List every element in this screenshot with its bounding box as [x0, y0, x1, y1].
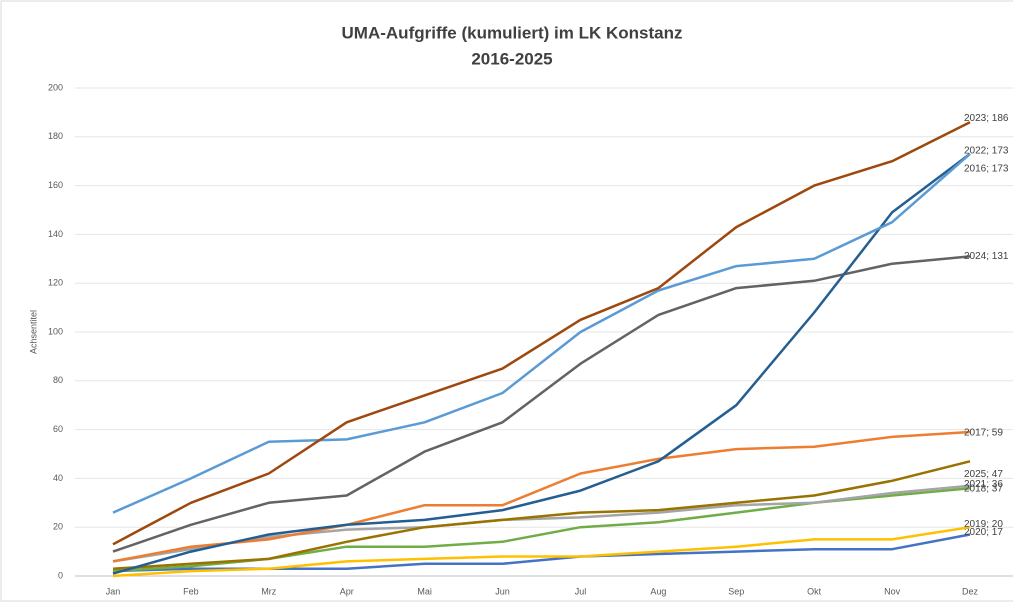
line-series: [112, 525, 971, 578]
end-label: 2023; 186: [964, 113, 1009, 124]
end-label: 2020; 17: [964, 527, 1003, 538]
y-tick-label: 80: [53, 375, 63, 385]
chart-title: UMA-Aufgriffe (kumuliert) im LK Konstanz: [342, 23, 683, 42]
end-label: 2021; 36: [964, 479, 1003, 490]
y-tick-label: 40: [53, 473, 63, 483]
x-tick-label: Jan: [106, 586, 121, 596]
x-tick-label: Sep: [728, 586, 744, 596]
line-series: [112, 484, 971, 563]
y-tick-label: 160: [48, 180, 63, 190]
line-series: [112, 152, 971, 514]
y-tick-label: 100: [48, 326, 63, 336]
line-series: [112, 460, 971, 570]
line-series: [112, 430, 971, 563]
line-series: [112, 152, 971, 575]
x-tick-label: Mrz: [261, 586, 276, 596]
y-axis-title: Achsentitel: [28, 310, 38, 354]
y-tick-label: 0: [58, 570, 63, 580]
line-series: [112, 255, 971, 553]
y-tick-label: 200: [48, 82, 63, 92]
end-label: 2024; 131: [964, 251, 1009, 262]
y-tick-label: 20: [53, 522, 63, 532]
x-tick-label: Aug: [650, 586, 666, 596]
end-label: 2022; 173: [964, 146, 1009, 157]
x-tick-label: Jun: [495, 586, 510, 596]
x-tick-label: Mai: [417, 586, 432, 596]
y-tick-label: 120: [48, 278, 63, 288]
x-tick-label: Feb: [183, 586, 199, 596]
y-tick-label: 60: [53, 424, 63, 434]
x-tick-label: Jul: [575, 586, 587, 596]
x-tick-label: Dez: [962, 586, 979, 596]
x-tick-label: Apr: [340, 586, 354, 596]
chart-subtitle: 2016-2025: [471, 49, 552, 68]
end-label: 2019; 20: [964, 519, 1003, 530]
end-label: 2016; 173: [964, 164, 1009, 175]
line-series: [112, 121, 971, 546]
end-label: 2025; 47: [964, 469, 1003, 480]
y-tick-label: 180: [48, 131, 63, 141]
y-tick-label: 140: [48, 229, 63, 239]
x-tick-label: Nov: [884, 586, 901, 596]
end-label: 2018; 37: [964, 483, 1003, 494]
x-tick-label: Okt: [807, 586, 822, 596]
end-label: 2017; 59: [964, 428, 1003, 439]
